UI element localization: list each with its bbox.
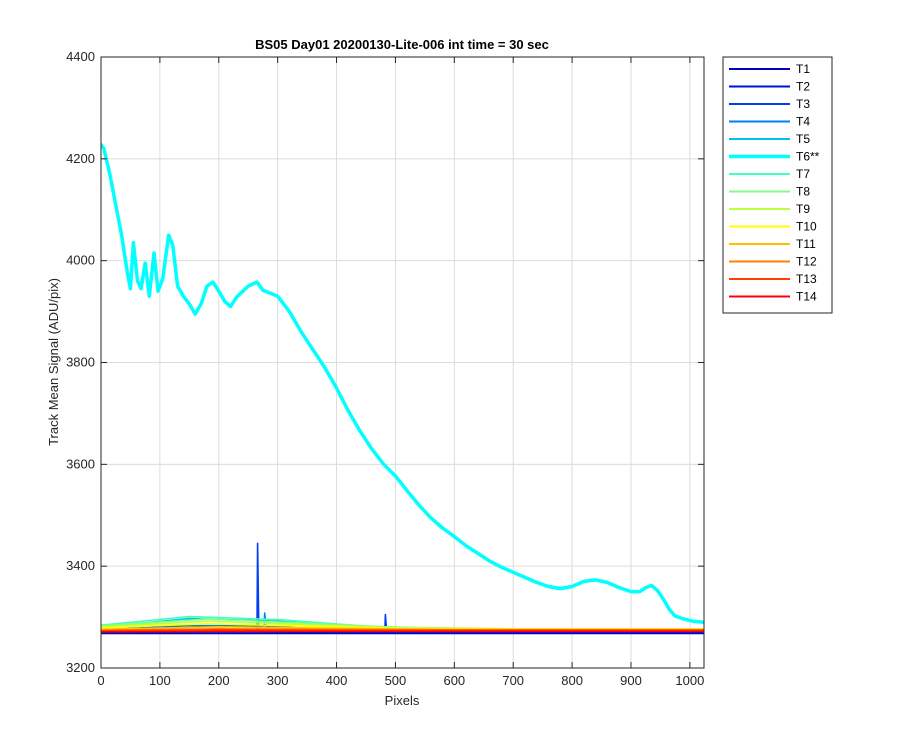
x-tick-label: 800 <box>561 673 583 688</box>
x-tick-label: 300 <box>267 673 289 688</box>
axis-ticks: 0 100 200 300 400 500 600 700 800 900 1000 3200 3400… <box>66 49 704 688</box>
y-tick-label: 4400 <box>66 49 95 64</box>
legend-entry: T14 <box>796 290 817 304</box>
legend-entry: T7 <box>796 167 810 181</box>
series-line-T6 <box>101 142 704 624</box>
x-tick-label: 500 <box>385 673 407 688</box>
y-tick-label: 3600 <box>66 456 95 471</box>
y-tick-label: 3400 <box>66 558 95 573</box>
legend-entry: T5 <box>796 132 810 146</box>
legend-entry: T8 <box>796 185 810 199</box>
legend-entry: T10 <box>796 220 817 234</box>
y-axis-label: Track Mean Signal (ADU/pix) <box>46 278 61 446</box>
legend-entry: T6** <box>796 150 820 164</box>
legend-entry: T4 <box>796 115 810 129</box>
x-tick-label: 600 <box>443 673 465 688</box>
x-tick-label: 0 <box>97 673 104 688</box>
x-tick-label: 400 <box>326 673 348 688</box>
y-tick-label: 3800 <box>66 355 95 370</box>
series-group <box>101 142 704 635</box>
legend-entry: T1 <box>796 62 810 76</box>
chart-title: BS05 Day01 20200130-Lite-006 int time = … <box>255 37 549 52</box>
y-tick-label: 4200 <box>66 151 95 166</box>
series-line-T14 <box>101 630 704 633</box>
y-tick-label: 3200 <box>66 660 95 675</box>
legend-entry: T2 <box>796 80 810 94</box>
legend-entry: T9 <box>796 202 810 216</box>
x-tick-label: 1000 <box>675 673 704 688</box>
legend-box <box>722 56 833 314</box>
series-line-T13 <box>101 629 704 632</box>
x-tick-label: 200 <box>208 673 230 688</box>
x-axis-label: Pixels <box>385 693 420 708</box>
x-tick-label: 900 <box>620 673 642 688</box>
legend-entry: T11 <box>796 237 816 251</box>
y-tick-label: 4000 <box>66 253 95 268</box>
legend-entry: T3 <box>796 97 810 111</box>
x-tick-label: 700 <box>502 673 524 688</box>
plot-clip <box>101 142 704 635</box>
legend-entry: T13 <box>796 272 817 286</box>
legend-entry: T12 <box>796 255 817 269</box>
legend: T1 T2 T3 T4 T5 T6** T7 T8 T9 T10 T11 T12 T13 T14 <box>722 56 833 314</box>
x-tick-label: 100 <box>149 673 171 688</box>
